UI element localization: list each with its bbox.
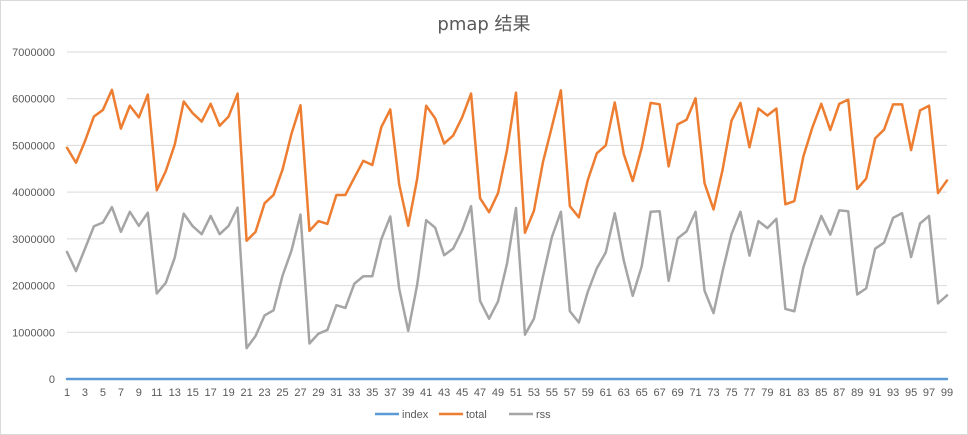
x-tick-label: 75 bbox=[725, 387, 737, 399]
legend-label-total: total bbox=[466, 409, 487, 421]
x-tick-label: 23 bbox=[258, 387, 270, 399]
series-lines bbox=[65, 88, 949, 381]
x-tick-label: 49 bbox=[492, 387, 504, 399]
x-tick-label: 73 bbox=[707, 387, 719, 399]
x-tick-label: 35 bbox=[366, 387, 378, 399]
x-tick-label: 83 bbox=[797, 387, 809, 399]
x-tick-label: 29 bbox=[312, 387, 324, 399]
gridlines bbox=[67, 51, 947, 333]
x-tick-label: 5 bbox=[100, 387, 106, 399]
y-tick-label: 2000000 bbox=[12, 281, 55, 293]
x-tick-label: 17 bbox=[205, 387, 217, 399]
y-tick-label: 1000000 bbox=[12, 327, 55, 339]
y-tick-label: 6000000 bbox=[12, 94, 55, 106]
x-tick-label: 41 bbox=[420, 387, 432, 399]
x-tick-label: 51 bbox=[510, 387, 522, 399]
x-tick-label: 3 bbox=[82, 387, 88, 399]
x-tick-label: 37 bbox=[384, 387, 396, 399]
x-tick-label: 27 bbox=[294, 387, 306, 399]
x-tick-label: 59 bbox=[582, 387, 594, 399]
x-tick-label: 21 bbox=[240, 387, 252, 399]
x-tick-label: 99 bbox=[941, 387, 953, 399]
x-tick-label: 55 bbox=[546, 387, 558, 399]
x-tick-label: 67 bbox=[654, 387, 666, 399]
x-tick-label: 91 bbox=[869, 387, 881, 399]
x-tick-label: 1 bbox=[64, 387, 70, 399]
y-tick-label: 7000000 bbox=[12, 47, 55, 59]
x-tick-label: 81 bbox=[779, 387, 791, 399]
x-tick-label: 43 bbox=[438, 387, 450, 399]
x-tick-label: 65 bbox=[636, 387, 648, 399]
y-tick-label: 3000000 bbox=[12, 234, 55, 246]
x-tick-label: 33 bbox=[348, 387, 360, 399]
y-tick-label: 5000000 bbox=[12, 140, 55, 152]
x-tick-label: 53 bbox=[528, 387, 540, 399]
x-tick-label: 89 bbox=[851, 387, 863, 399]
x-tick-label: 85 bbox=[815, 387, 827, 399]
chart-title: pmap 结果 bbox=[437, 14, 530, 35]
x-tick-label: 71 bbox=[689, 387, 701, 399]
x-tick-label: 47 bbox=[474, 387, 486, 399]
x-tick-label: 15 bbox=[187, 387, 199, 399]
x-tick-label: 63 bbox=[618, 387, 630, 399]
y-axis: 0 1000000 2000000 3000000 4000000 5000000 6000… bbox=[12, 47, 55, 386]
x-tick-label: 31 bbox=[330, 387, 342, 399]
legend: index total rss bbox=[375, 409, 551, 421]
x-tick-label: 11 bbox=[151, 387, 162, 399]
x-tick-label: 9 bbox=[136, 387, 142, 399]
y-tick-label: 4000000 bbox=[12, 187, 55, 199]
series-line-total bbox=[65, 88, 949, 242]
legend-label-rss: rss bbox=[536, 409, 551, 421]
x-tick-label: 25 bbox=[276, 387, 288, 399]
y-tick-label: 0 bbox=[49, 374, 55, 386]
x-tick-label: 95 bbox=[905, 387, 917, 399]
x-tick-label: 79 bbox=[761, 387, 773, 399]
x-tick-label: 39 bbox=[402, 387, 414, 399]
x-tick-label: 69 bbox=[671, 387, 683, 399]
series-line-rss bbox=[65, 204, 949, 350]
x-axis: 1 3 5 7 9 11 13 15 17 19 21 23 25 27 29 31 33 35 37 39 41 43 4… bbox=[64, 378, 953, 399]
x-tick-label: 61 bbox=[600, 387, 612, 399]
x-tick-label: 13 bbox=[169, 387, 181, 399]
x-tick-label: 77 bbox=[743, 387, 755, 399]
x-tick-label: 7 bbox=[118, 387, 124, 399]
x-tick-label: 97 bbox=[923, 387, 935, 399]
x-tick-label: 19 bbox=[223, 387, 235, 399]
x-tick-label: 45 bbox=[456, 387, 468, 399]
x-tick-label: 87 bbox=[833, 387, 845, 399]
x-tick-label: 93 bbox=[887, 387, 899, 399]
x-tick-label: 57 bbox=[564, 387, 576, 399]
legend-label-index: index bbox=[402, 409, 429, 421]
